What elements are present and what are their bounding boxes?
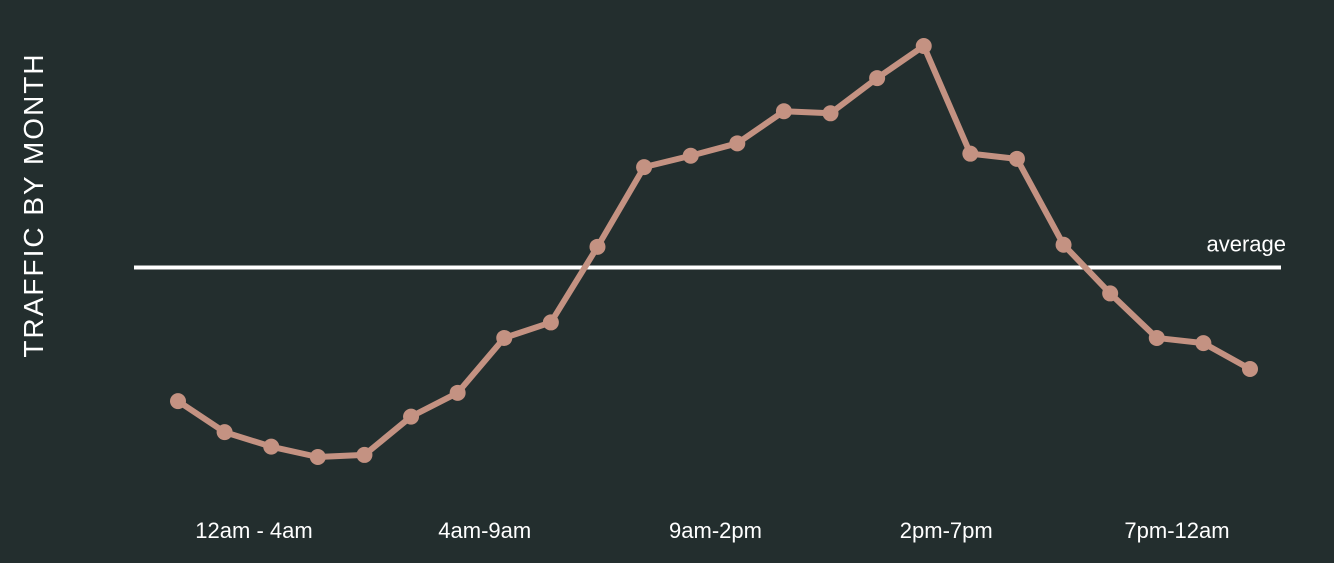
data-point: [1242, 361, 1258, 378]
data-point: [1148, 329, 1165, 346]
data-point: [356, 446, 373, 463]
data-point: [915, 38, 932, 54]
data-point: [542, 314, 559, 331]
data-point: [170, 393, 186, 410]
data-point: [309, 449, 326, 465]
data-point: [496, 329, 513, 346]
x-tick-label: 2pm-7pm: [900, 518, 993, 543]
data-point: [403, 408, 420, 425]
traffic-series-line: [175, 43, 1253, 460]
x-tick-label: 4am-9am: [438, 518, 531, 543]
data-point: [1102, 285, 1119, 302]
x-tick-label: 7pm-12am: [1124, 518, 1229, 543]
data-point: [636, 159, 653, 176]
data-point: [962, 145, 979, 162]
x-tick-label: 9am-2pm: [669, 518, 762, 543]
data-point: [822, 105, 839, 122]
data-point: [869, 70, 886, 87]
data-point: [775, 103, 792, 120]
data-point: [449, 384, 466, 401]
data-point: [1055, 236, 1072, 253]
average-label: average: [1206, 232, 1286, 257]
data-point: [263, 438, 280, 455]
data-point: [589, 238, 606, 255]
data-point: [216, 424, 233, 441]
data-point: [1195, 335, 1212, 352]
data-point: [1008, 150, 1025, 167]
data-point: [682, 147, 699, 164]
data-point: [729, 135, 746, 152]
x-tick-label: 12am - 4am: [195, 518, 312, 543]
